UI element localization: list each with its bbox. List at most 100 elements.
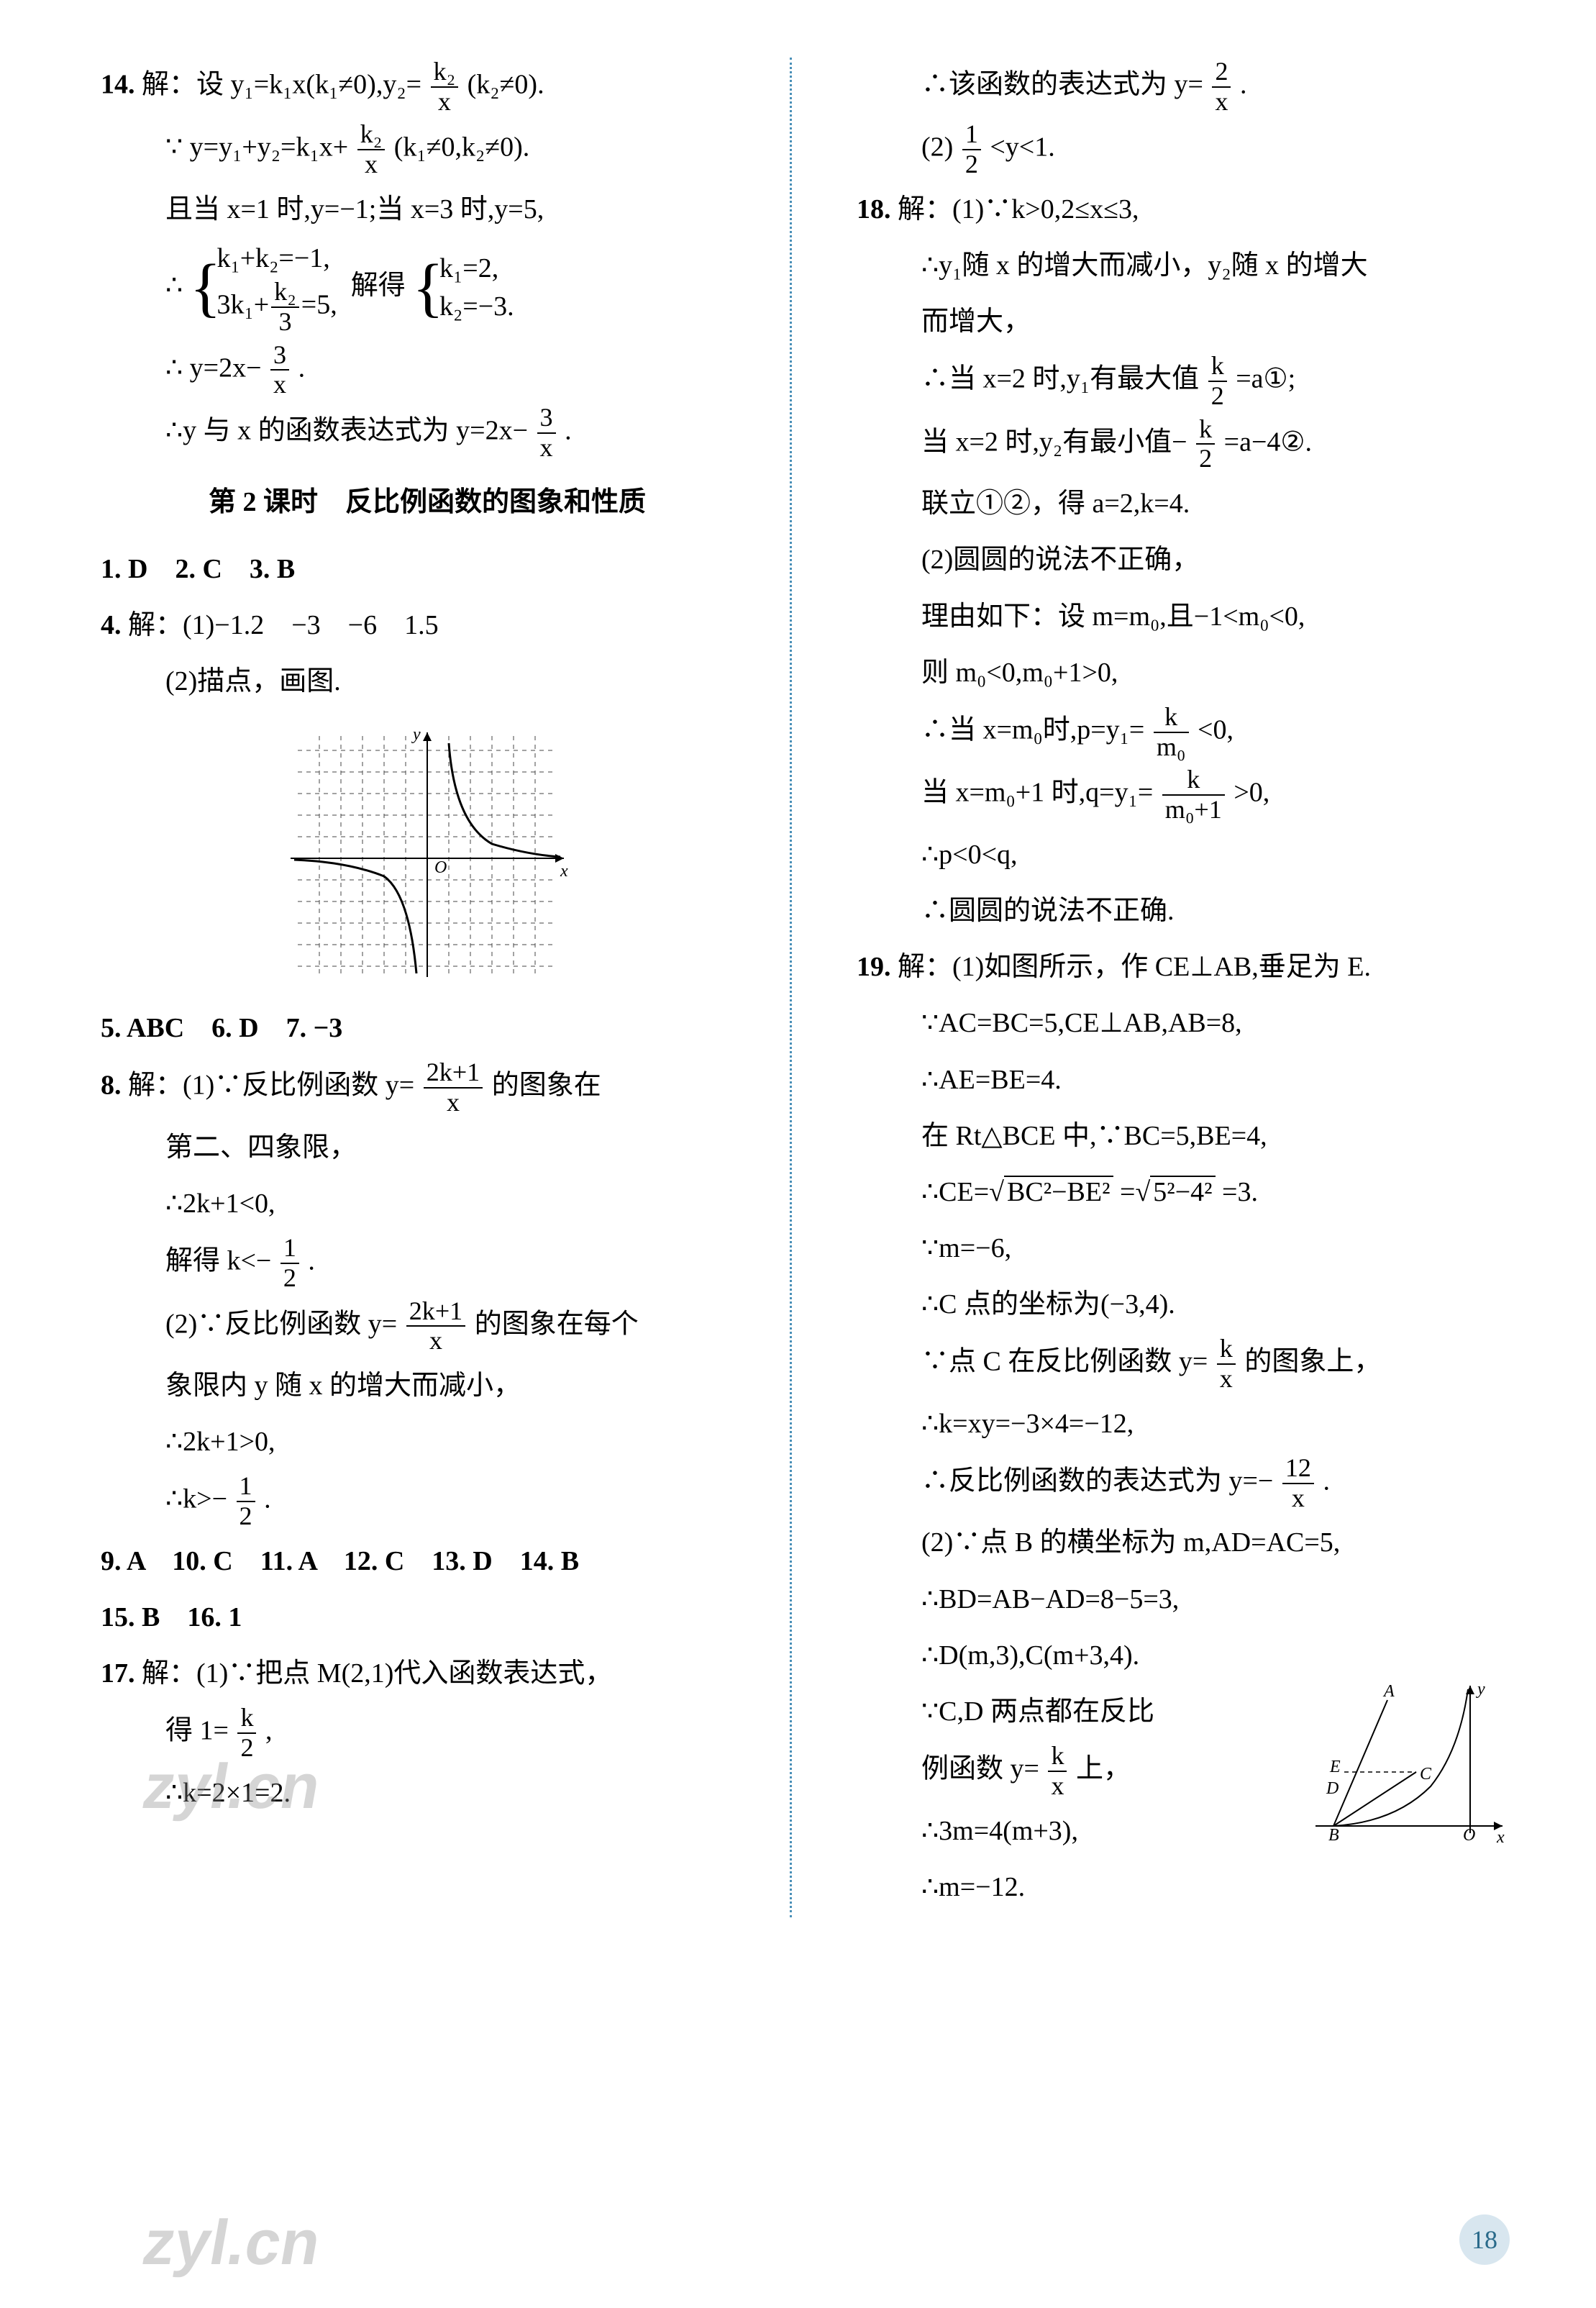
q8-l4: 解得 k<− 12 . <box>101 1234 754 1292</box>
q8-l5b: 的图象在每个 <box>475 1309 639 1339</box>
q17-l2: 得 1= k2 , <box>101 1704 754 1762</box>
q19-l7: ∴C 点的坐标为(−3,4). <box>857 1278 1510 1330</box>
q8-l8b: . <box>264 1484 271 1514</box>
q14-line2: ∵ y=y₁+y₂=k₁x+ k₂x (k₁≠0,k₂≠0). <box>101 120 754 178</box>
q17c-l1b: . <box>1240 69 1247 99</box>
q8-l3: ∴2k+1<0, <box>101 1178 754 1230</box>
q19-l5c: =3. <box>1222 1177 1258 1207</box>
q18-l10: ∴当 x=m₀时,p=y₁= km₀ <0, <box>857 703 1510 761</box>
q18-l5: 当 x=2 时,y₂有最小值− k2 =a−4②. <box>857 415 1510 473</box>
svg-text:E: E <box>1329 1758 1341 1776</box>
q14-l5b: . <box>298 353 306 383</box>
q14-text1a: 解：设 y₁=k₁x(k₁≠0),y₂= <box>142 69 421 99</box>
graph-1: O x y <box>276 722 578 981</box>
q14-line1: 14. 解：设 y₁=k₁x(k₁≠0),y₂= k₂x (k₂≠0). <box>101 58 754 116</box>
q19-l12: ∴BD=AB−AD=8−5=3, <box>857 1573 1510 1625</box>
q17-l2b: , <box>265 1716 273 1746</box>
svg-text:B: B <box>1328 1826 1339 1845</box>
q8-l4a: 解得 k<− <box>165 1246 271 1276</box>
q17c-l1a: ∴该函数的表达式为 y= <box>921 69 1203 99</box>
q18-l4b: =a①; <box>1236 364 1295 394</box>
q18-l4: ∴当 x=2 时,y₁有最大值 k2 =a①; <box>857 352 1510 410</box>
q14-text2b: (k₁≠0,k₂≠0). <box>394 132 530 163</box>
q14-text2a: ∵ y=y₁+y₂=k₁x+ <box>165 132 348 163</box>
q8-line1: 8. 解：(1)∵反比例函数 y= 2k+1x 的图象在 <box>101 1058 754 1117</box>
q18-l5b: =a−4②. <box>1224 427 1312 457</box>
q18-l11b: >0, <box>1234 778 1269 808</box>
q14-l6b: . <box>565 415 572 445</box>
right-column: ∴该函数的表达式为 y= 2x . (2) 12 <y<1. 18. 解：(1)… <box>821 58 1510 1917</box>
q17-line1: 17. 解：(1)∵把点 M(2,1)代入函数表达式， <box>101 1648 754 1699</box>
q19-num: 19. <box>857 952 891 982</box>
q4-line2: (2)描点，画图. <box>101 655 754 707</box>
mini-graph: A E D C B O x y <box>1308 1678 1510 1851</box>
q8-l5a: (2)∵反比例函数 y= <box>165 1309 397 1339</box>
q8-l5: (2)∵反比例函数 y= 2k+1x 的图象在每个 <box>101 1297 754 1355</box>
q14-l6a: ∴y 与 x 的函数表达式为 y=2x− <box>165 415 528 445</box>
q14-line6: ∴y 与 x 的函数表达式为 y=2x− 3x . <box>101 404 754 462</box>
svg-text:y: y <box>411 725 421 744</box>
q19-l10b: . <box>1323 1466 1330 1496</box>
q19-l4: 在 Rt△BCE 中,∵BC=5,BE=4, <box>857 1110 1510 1162</box>
q14-sys2a: k₁=2, <box>439 250 514 288</box>
svg-text:O: O <box>434 858 447 877</box>
q14-line3: 且当 x=1 时,y=−1;当 x=3 时,y=5, <box>101 183 754 235</box>
answers-2: 5. ABC 6. D 7. −3 <box>101 1002 754 1054</box>
q14-sys1b-b: =5, <box>301 290 337 320</box>
q18-l7: (2)圆圆的说法不正确， <box>857 534 1510 586</box>
q18-l8: 理由如下：设 m=m₀,且−1<m₀<0, <box>857 591 1510 642</box>
q8-l8: ∴k>− 12 . <box>101 1472 754 1530</box>
q18-l3: 而增大， <box>857 296 1510 347</box>
q8-l4b: . <box>308 1246 315 1276</box>
q19-l13: ∴D(m,3),C(m+3,4). <box>857 1630 1510 1681</box>
q18-l10b: <0, <box>1198 714 1234 745</box>
q17c-l2: (2) 12 <y<1. <box>857 120 1510 178</box>
q18-l9: 则 m₀<0,m₀+1>0, <box>857 647 1510 699</box>
q8-l2: 第二、四象限， <box>101 1122 754 1173</box>
answers-1: 1. D 2. C 3. B <box>101 543 754 595</box>
q14-sys1a: k₁+k₂=−1, <box>216 240 337 278</box>
q8-l1b: 的图象在 <box>492 1071 601 1101</box>
q19-l1t: 解：(1)如图所示，作 CE⊥AB,垂足为 E. <box>898 952 1371 982</box>
svg-text:y: y <box>1476 1680 1485 1699</box>
answers-4: 15. B 16. 1 <box>101 1591 754 1643</box>
svg-text:x: x <box>1496 1828 1505 1847</box>
q8-l6: 象限内 y 随 x 的增大而减小， <box>101 1360 754 1412</box>
q19-l15b: 上， <box>1076 1754 1131 1784</box>
q14-system: ∴ { k₁+k₂=−1, 3k₁+k₂3=5, 解得 { k₁=2, k₂=−… <box>101 240 754 337</box>
q18-l1t: 解：(1)∵k>0,2≤x≤3, <box>898 194 1139 224</box>
svg-text:O: O <box>1463 1826 1475 1845</box>
q19-l10: ∴反比例函数的表达式为 y=− 12x . <box>857 1454 1510 1512</box>
q19-l17: ∴m=−12. <box>857 1861 1510 1913</box>
q18-l4a: ∴当 x=2 时,y₁有最大值 <box>921 364 1199 394</box>
q4-l1: 解：(1)−1.2 −3 −6 1.5 <box>128 610 439 640</box>
q14-sys2b: k₂=−3. <box>439 288 514 326</box>
q17c-l1: ∴该函数的表达式为 y= 2x . <box>857 58 1510 116</box>
q17-l2a: 得 1= <box>165 1716 229 1746</box>
q19-l5a: ∴CE= <box>921 1177 989 1207</box>
svg-text:C: C <box>1420 1765 1432 1784</box>
q17-l3: ∴k=2×1=2. <box>101 1767 754 1819</box>
q19-l5: ∴CE=√BC²−BE² =√5²−4² =3. <box>857 1166 1510 1218</box>
q18-l1: 18. 解：(1)∵k>0,2≤x≤3, <box>857 183 1510 235</box>
svg-text:x: x <box>560 862 568 881</box>
q19-l2: ∵AC=BC=5,CE⊥AB,AB=8, <box>857 997 1510 1049</box>
left-column: 14. 解：设 y₁=k₁x(k₁≠0),y₂= k₂x (k₂≠0). ∵ y… <box>101 58 792 1917</box>
page-number: 18 <box>1459 2214 1510 2265</box>
q8-l1a: 解：(1)∵反比例函数 y= <box>128 1071 414 1101</box>
q4-num: 4. <box>101 610 122 640</box>
q19-l9: ∴k=xy=−3×4=−12, <box>857 1398 1510 1450</box>
q19-l11: (2)∵点 B 的横坐标为 m,AD=AC=5, <box>857 1517 1510 1568</box>
q19-l5b: = <box>1120 1177 1135 1207</box>
q18-l11: 当 x=m₀+1 时,q=y₁= km₀+1 >0, <box>857 765 1510 824</box>
q19-l3: ∴AE=BE=4. <box>857 1054 1510 1106</box>
q4-line1: 4. 解：(1)−1.2 −3 −6 1.5 <box>101 599 754 651</box>
q19-l8: ∵点 C 在反比例函数 y= kx 的图象上， <box>857 1335 1510 1393</box>
watermark-2: zyl.cn <box>137 2206 327 2279</box>
q18-l6: 联立①②，得 a=2,k=4. <box>857 478 1510 530</box>
answers-3: 9. A 10. C 11. A 12. C 13. D 14. B <box>101 1535 754 1587</box>
q19-l8a: ∵点 C 在反比例函数 y= <box>921 1347 1208 1377</box>
q19-l10a: ∴反比例函数的表达式为 y=− <box>921 1466 1273 1496</box>
q17-l1: 解：(1)∵把点 M(2,1)代入函数表达式， <box>142 1658 612 1689</box>
q14-mid: 解得 <box>351 271 406 301</box>
